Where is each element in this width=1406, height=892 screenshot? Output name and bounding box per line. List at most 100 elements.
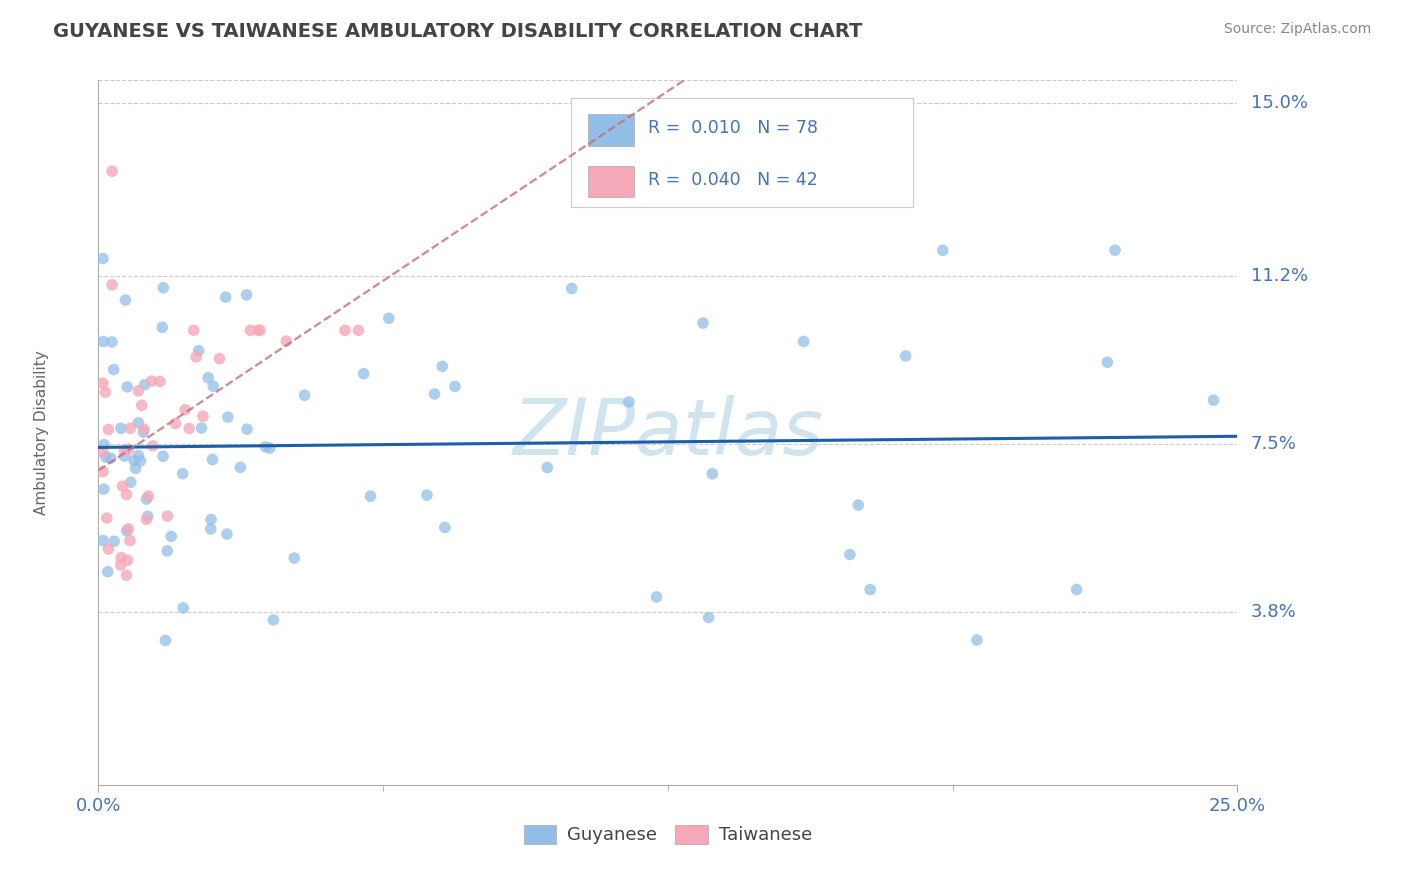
Point — [416, 488, 439, 502]
Point — [115, 524, 138, 538]
Point — [433, 520, 456, 534]
Text: R =  0.040   N = 42: R = 0.040 N = 42 — [648, 170, 818, 189]
Point — [561, 281, 583, 295]
Point — [932, 244, 955, 258]
Point — [91, 533, 114, 548]
Point — [333, 323, 356, 337]
Point — [247, 323, 270, 337]
Point — [444, 379, 467, 393]
Point — [93, 482, 115, 496]
Point — [103, 362, 125, 376]
Point — [97, 422, 120, 436]
Point — [114, 293, 136, 307]
Point — [103, 534, 125, 549]
Point — [294, 388, 316, 402]
Point — [353, 367, 375, 381]
Point — [1202, 393, 1225, 408]
Text: 11.2%: 11.2% — [1251, 267, 1308, 285]
Point — [966, 633, 988, 648]
Point — [155, 633, 177, 648]
Point — [160, 529, 183, 543]
Point — [91, 334, 114, 349]
Point — [142, 439, 165, 453]
Point — [179, 421, 201, 435]
Point — [120, 475, 142, 490]
Point — [91, 252, 114, 266]
Text: GUYANESE VS TAIWANESE AMBULATORY DISABILITY CORRELATION CHART: GUYANESE VS TAIWANESE AMBULATORY DISABIL… — [53, 22, 863, 41]
Point — [110, 421, 132, 435]
Legend: Guyanese, Taiwanese: Guyanese, Taiwanese — [515, 815, 821, 854]
FancyBboxPatch shape — [588, 166, 634, 197]
Point — [135, 492, 157, 507]
Point — [423, 387, 446, 401]
Point — [229, 460, 252, 475]
Point — [165, 417, 187, 431]
Point — [697, 610, 720, 624]
Point — [536, 460, 558, 475]
Point — [215, 527, 238, 541]
Point — [93, 438, 115, 452]
Point — [91, 465, 114, 479]
FancyBboxPatch shape — [588, 114, 634, 146]
Point — [152, 281, 174, 295]
Point — [283, 551, 305, 566]
Point — [239, 323, 262, 337]
Point — [101, 277, 124, 292]
Point — [131, 398, 153, 412]
Point — [156, 509, 179, 524]
Point — [217, 410, 239, 425]
Point — [186, 350, 208, 364]
Point — [846, 498, 869, 512]
Point — [117, 442, 139, 457]
Point — [114, 449, 136, 463]
Point — [617, 395, 640, 409]
Point — [101, 334, 124, 349]
Point — [1104, 244, 1126, 258]
Point — [191, 409, 214, 424]
Point — [259, 441, 281, 455]
Point — [262, 613, 284, 627]
Point — [156, 544, 179, 558]
Point — [110, 550, 132, 565]
Point — [378, 311, 401, 326]
Point — [136, 509, 159, 524]
Point — [117, 553, 139, 567]
Text: 3.8%: 3.8% — [1251, 603, 1296, 621]
Text: ZIPatlas: ZIPatlas — [512, 394, 824, 471]
Point — [214, 290, 236, 304]
Point — [132, 425, 155, 439]
Point — [97, 565, 120, 579]
Point — [254, 440, 277, 454]
Point — [100, 451, 122, 466]
Point — [172, 467, 194, 481]
Point — [432, 359, 454, 374]
Point — [115, 380, 138, 394]
Point — [124, 461, 146, 475]
Point — [172, 600, 194, 615]
Point — [120, 421, 142, 435]
Point — [110, 558, 132, 572]
Point — [152, 449, 174, 463]
Point — [96, 511, 118, 525]
Point — [190, 421, 212, 435]
Point — [138, 489, 160, 503]
Point — [129, 454, 152, 468]
Point — [1066, 582, 1088, 597]
Point — [200, 522, 222, 536]
Point — [115, 568, 138, 582]
Point — [122, 453, 145, 467]
Point — [132, 422, 155, 436]
Point — [149, 375, 172, 389]
Point — [645, 590, 668, 604]
Text: 7.5%: 7.5% — [1251, 435, 1296, 453]
Point — [117, 522, 139, 536]
Point — [200, 512, 222, 526]
Point — [1097, 355, 1119, 369]
Point — [249, 323, 271, 337]
Text: R =  0.010   N = 78: R = 0.010 N = 78 — [648, 120, 818, 137]
Point — [793, 334, 815, 349]
Point — [174, 402, 197, 417]
Point — [111, 479, 134, 493]
Text: Source: ZipAtlas.com: Source: ZipAtlas.com — [1223, 22, 1371, 37]
Point — [702, 467, 724, 481]
